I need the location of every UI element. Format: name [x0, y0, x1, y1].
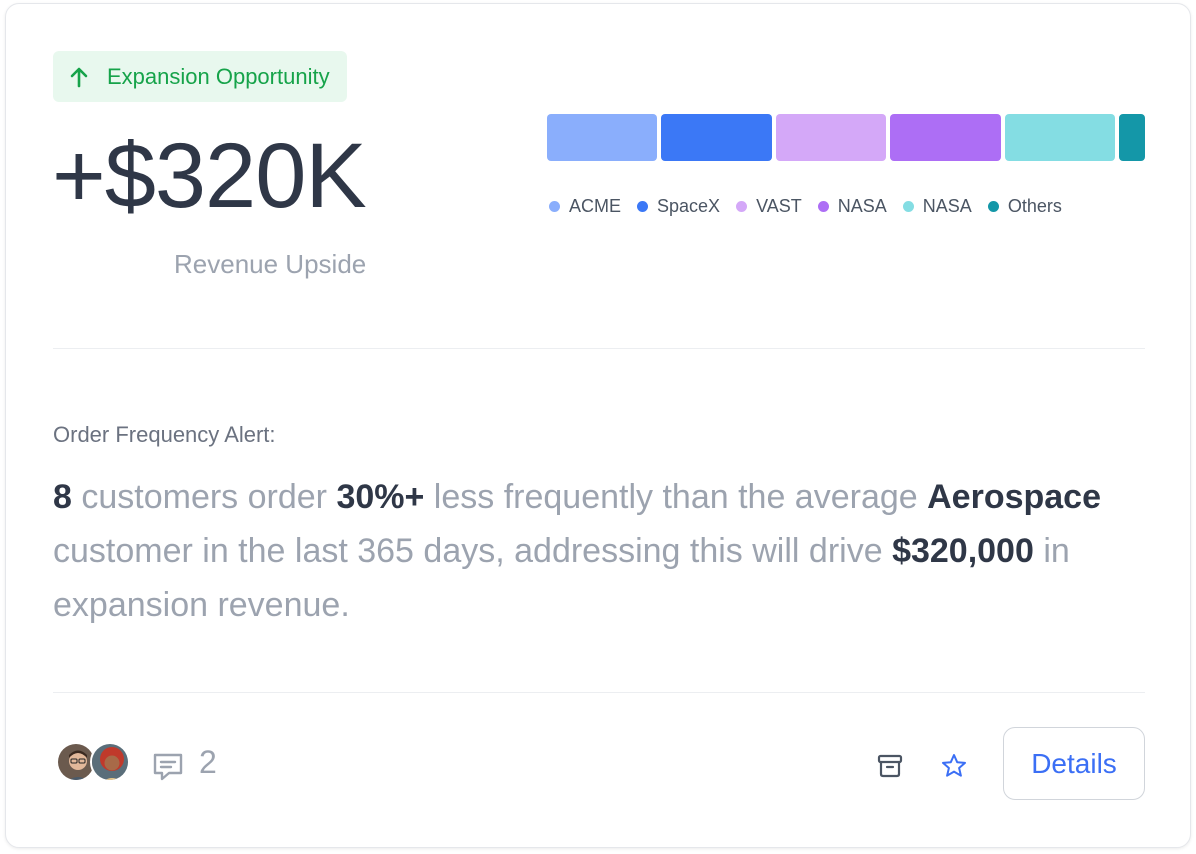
- legend-label: SpaceX: [657, 196, 721, 216]
- alert-text-part: in expansion revenue.: [53, 532, 1070, 624]
- avatar[interactable]: [90, 742, 130, 782]
- bar-segment-spacex[interactable]: [661, 114, 772, 161]
- bar-segment-nasa[interactable]: [890, 114, 1001, 161]
- comment-icon[interactable]: [151, 749, 185, 783]
- legend-item: ACME: [549, 196, 621, 217]
- legend-dot: [817, 201, 829, 212]
- alert-label: Order Frequency Alert:: [53, 422, 276, 447]
- legend-dot: [736, 201, 748, 212]
- bar-segment-others[interactable]: [1118, 114, 1145, 161]
- legend-item: NASA: [902, 196, 972, 217]
- arrow-up-icon: [69, 66, 89, 88]
- divider-top: [53, 348, 1145, 349]
- badge-label: Expansion Opportunity: [107, 63, 330, 89]
- legend-dot: [637, 201, 649, 212]
- bar-segment-nasa[interactable]: [1004, 114, 1115, 161]
- assignee-avatars[interactable]: [56, 742, 130, 782]
- alert-highlight: 30%+: [336, 478, 425, 516]
- divider-bottom: [53, 692, 1145, 693]
- legend-dot: [549, 201, 560, 212]
- legend-label: ACME: [569, 196, 622, 216]
- star-icon[interactable]: [940, 752, 968, 780]
- chart-legend: ACME SpaceX VAST NASA NASA Others: [549, 196, 1078, 217]
- bar-segment-acme[interactable]: [547, 114, 658, 161]
- legend-dot: [987, 201, 999, 212]
- alert-highlight: 8: [53, 478, 72, 516]
- alert-highlight: Aerospace: [927, 478, 1101, 516]
- legend-label: NASA: [837, 196, 887, 216]
- legend-label: Others: [1007, 196, 1062, 216]
- alert-text-part: customers order: [71, 478, 337, 516]
- alert-text-part: less frequently than the average: [424, 478, 928, 516]
- expansion-badge: Expansion Opportunity: [53, 51, 347, 102]
- legend-dot: [902, 201, 914, 212]
- opportunity-card: Expansion Opportunity +$320K Revenue Ups…: [5, 3, 1191, 848]
- archive-icon[interactable]: [876, 752, 904, 780]
- alert-highlight: $320,000: [892, 532, 1034, 570]
- revenue-label: Revenue Upside: [174, 249, 367, 279]
- legend-item: SpaceX: [637, 196, 720, 217]
- legend-label: VAST: [756, 196, 802, 216]
- bar-segment-vast[interactable]: [775, 114, 887, 161]
- legend-label: NASA: [922, 196, 972, 216]
- legend-item: NASA: [817, 196, 887, 217]
- details-button[interactable]: Details: [1003, 727, 1145, 800]
- alert-message: 8 customers order 30%+ less frequently t…: [53, 470, 1143, 632]
- customer-share-bar: [547, 114, 1145, 161]
- alert-text-part: customer in the last 365 days, addressin…: [53, 532, 893, 570]
- revenue-value: +$320K: [52, 125, 367, 227]
- legend-item: VAST: [736, 196, 802, 217]
- legend-item: Others: [987, 196, 1062, 217]
- comment-count: 2: [199, 744, 217, 780]
